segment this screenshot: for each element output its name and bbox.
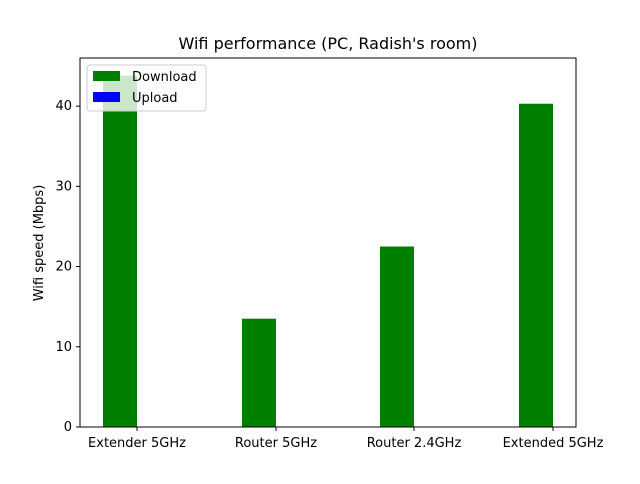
legend-label-upload: Upload: [132, 91, 178, 106]
legend-label-download: Download: [132, 70, 197, 85]
y-tick-label-0: 0: [64, 420, 72, 435]
x-tick-label-1: Router 5GHz: [235, 436, 317, 451]
chart-title: Wifi performance (PC, Radish's room): [179, 34, 478, 53]
x-tick-label-3: Extended 5GHz: [503, 436, 604, 451]
y-tick-label-4: 40: [55, 99, 72, 114]
y-tick-label-1: 10: [55, 340, 72, 355]
x-tick-label-2: Router 2.4GHz: [367, 436, 462, 451]
plot-frame: [79, 57, 577, 428]
y-tick-label-2: 20: [55, 260, 72, 275]
y-axis-label: Wifi speed (Mbps): [32, 185, 47, 302]
legend: Download Upload: [86, 64, 207, 112]
y-tick-label-3: 30: [55, 179, 72, 194]
x-tick-label-0: Extender 5GHz: [88, 436, 186, 451]
bar-download-1: [242, 318, 276, 427]
bar-download-0: [103, 75, 137, 427]
bar-download-2: [380, 246, 414, 427]
legend-swatch-upload: [93, 92, 120, 102]
bars-layer: [103, 75, 553, 428]
bar-download-3: [519, 103, 553, 428]
legend-swatch-download: [93, 71, 120, 81]
axes-layer: 0 10 20 30 40 Extender 5GHz Router 5GHz Router …: [55, 57, 604, 451]
